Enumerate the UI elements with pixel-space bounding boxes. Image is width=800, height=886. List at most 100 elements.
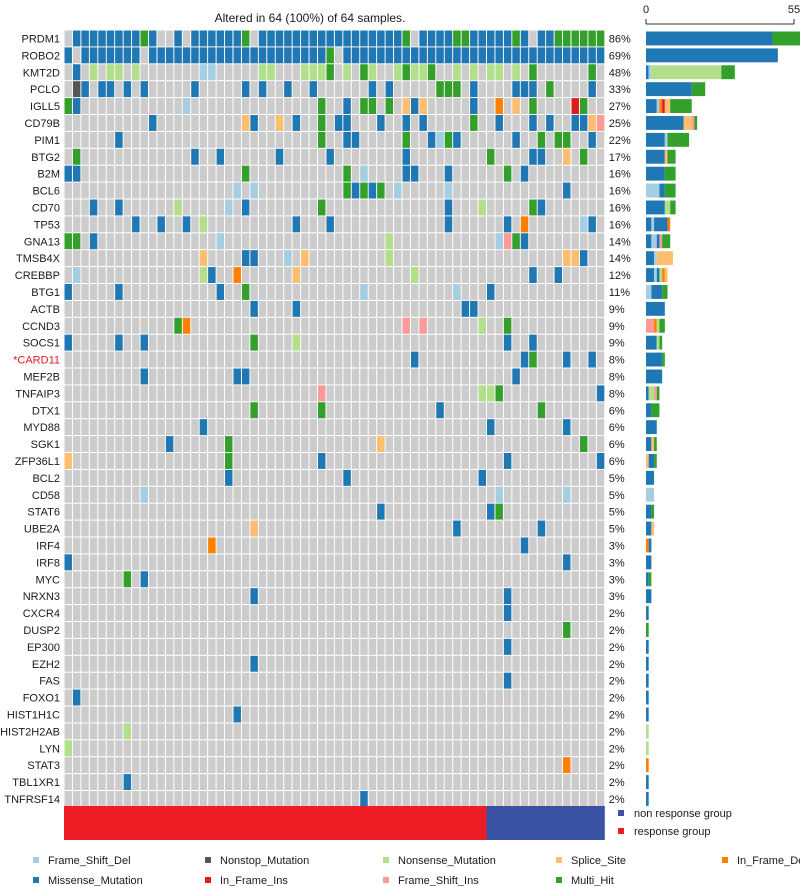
mutation-cell — [98, 30, 106, 47]
empty-cell — [241, 622, 250, 638]
empty-cell — [267, 148, 275, 165]
empty-cell — [275, 740, 284, 757]
mutation-cell — [191, 47, 199, 64]
empty-cell — [250, 267, 258, 283]
empty-cell — [334, 554, 343, 571]
empty-cell — [436, 486, 444, 503]
empty-cell — [250, 436, 258, 452]
mutation-cell — [149, 30, 157, 47]
empty-cell — [64, 638, 72, 655]
empty-cell — [554, 436, 563, 452]
empty-cell — [427, 199, 436, 216]
empty-cell — [512, 469, 520, 486]
empty-cell — [343, 453, 351, 469]
empty-cell — [115, 385, 123, 402]
empty-cell — [132, 131, 140, 148]
empty-cell — [275, 182, 284, 199]
empty-cell — [453, 368, 461, 385]
mutation-cell — [563, 250, 571, 267]
empty-cell — [596, 689, 605, 706]
empty-cell — [436, 520, 444, 537]
percent-label: 8% — [609, 388, 625, 400]
empty-cell — [503, 182, 512, 199]
empty-cell — [241, 520, 250, 537]
empty-cell — [554, 740, 563, 757]
empty-cell — [284, 723, 292, 740]
mutation-cell — [579, 98, 588, 114]
empty-cell — [579, 469, 588, 486]
empty-cell — [174, 98, 182, 114]
empty-cell — [478, 351, 486, 368]
empty-cell — [98, 706, 106, 723]
empty-cell — [461, 81, 470, 98]
empty-cell — [461, 115, 470, 131]
percent-label: 6% — [609, 422, 625, 434]
empty-cell — [284, 98, 292, 114]
percent-label: 2% — [609, 608, 625, 620]
empty-cell — [436, 706, 444, 723]
empty-cell — [318, 267, 326, 283]
empty-cell — [157, 334, 165, 351]
empty-cell — [132, 402, 140, 419]
empty-cell — [351, 284, 360, 300]
empty-cell — [132, 469, 140, 486]
empty-cell — [461, 486, 470, 503]
empty-cell — [216, 351, 225, 368]
percent-label: 16% — [609, 186, 631, 198]
empty-cell — [503, 436, 512, 452]
frequency-bar-segment — [646, 301, 665, 316]
empty-cell — [588, 250, 596, 267]
empty-cell — [191, 672, 199, 689]
empty-cell — [309, 791, 317, 807]
empty-cell — [351, 64, 360, 81]
empty-cell — [579, 655, 588, 672]
empty-cell — [225, 520, 233, 537]
empty-cell — [487, 723, 495, 740]
mutation-cell — [64, 453, 72, 469]
empty-cell — [233, 317, 241, 334]
empty-cell — [123, 436, 132, 452]
empty-cell — [368, 115, 377, 131]
empty-cell — [343, 334, 351, 351]
empty-cell — [503, 284, 512, 300]
empty-cell — [461, 131, 470, 148]
empty-cell — [64, 419, 72, 436]
empty-cell — [394, 368, 402, 385]
empty-cell — [309, 672, 317, 689]
empty-cell — [402, 740, 410, 757]
empty-cell — [360, 638, 368, 655]
empty-cell — [149, 554, 157, 571]
percent-label: 2% — [609, 659, 625, 671]
empty-cell — [334, 385, 343, 402]
empty-cell — [98, 638, 106, 655]
empty-cell — [267, 436, 275, 452]
empty-cell — [487, 622, 495, 638]
empty-cell — [419, 436, 427, 452]
empty-cell — [334, 571, 343, 588]
empty-cell — [250, 672, 258, 689]
empty-cell — [579, 757, 588, 774]
empty-cell — [588, 605, 596, 621]
frequency-bar-segment — [651, 437, 655, 451]
empty-cell — [149, 419, 157, 436]
empty-cell — [394, 300, 402, 317]
mutation-cell — [478, 469, 486, 486]
empty-cell — [444, 385, 453, 402]
empty-cell — [453, 554, 461, 571]
empty-cell — [182, 250, 191, 267]
empty-cell — [588, 655, 596, 672]
empty-cell — [461, 402, 470, 419]
empty-cell — [402, 672, 410, 689]
empty-cell — [596, 622, 605, 638]
empty-cell — [89, 655, 98, 672]
empty-cell — [385, 588, 394, 605]
empty-cell — [115, 351, 123, 368]
empty-cell — [546, 216, 554, 233]
empty-cell — [275, 284, 284, 300]
empty-cell — [529, 419, 537, 436]
mutation-cell — [318, 199, 326, 216]
empty-cell — [132, 419, 140, 436]
legend-swatch — [33, 877, 39, 883]
empty-cell — [165, 655, 174, 672]
empty-cell — [115, 757, 123, 774]
